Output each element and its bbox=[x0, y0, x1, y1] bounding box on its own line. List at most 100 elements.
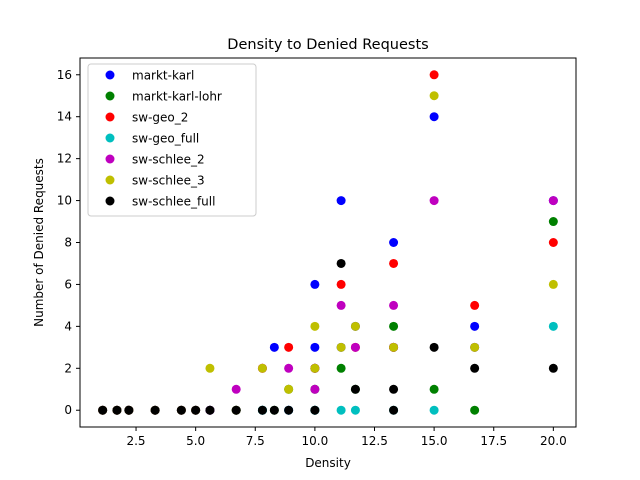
y-tick-label: 16 bbox=[57, 68, 72, 82]
data-point-sw-schlee_3-11 bbox=[310, 363, 320, 373]
data-point-sw-schlee_2-13 bbox=[350, 342, 360, 352]
x-tick-label: 5.0 bbox=[186, 434, 205, 448]
y-tick-label: 8 bbox=[64, 236, 72, 250]
legend-marker-sw-schlee_2 bbox=[105, 154, 115, 164]
legend-label-sw-geo_2: sw-geo_2 bbox=[132, 111, 188, 125]
data-point-sw-schlee_3-12 bbox=[336, 342, 346, 352]
legend: markt-karl markt-karl-lohr sw-geo_2 sw-geo_… bbox=[87, 63, 257, 217]
data-point-sw-schlee_full-11 bbox=[310, 405, 320, 415]
legend-box bbox=[87, 63, 257, 217]
data-point-sw-schlee_full-2 bbox=[124, 405, 134, 415]
y-tick-label: 12 bbox=[57, 152, 72, 166]
data-point-sw-geo_full-12 bbox=[350, 405, 360, 415]
data-point-sw-schlee_3-8 bbox=[257, 363, 267, 373]
data-point-sw-schlee_full-15 bbox=[389, 405, 399, 415]
data-point-sw-schlee_2-12 bbox=[336, 300, 346, 310]
data-point-sw-schlee_3-16 bbox=[470, 342, 480, 352]
data-point-sw-schlee_full-12 bbox=[336, 258, 346, 268]
data-point-sw-schlee_full-13 bbox=[350, 384, 360, 394]
x-tick-label: 20.0 bbox=[540, 434, 567, 448]
data-point-sw-schlee_3-6 bbox=[205, 363, 215, 373]
data-point-sw-schlee_full-9 bbox=[269, 405, 279, 415]
data-point-sw-schlee_full-3 bbox=[150, 405, 160, 415]
y-tick-label: 4 bbox=[64, 319, 72, 333]
data-point-sw-schlee_3-14 bbox=[389, 342, 399, 352]
data-point-sw-schlee_3-15 bbox=[429, 91, 439, 101]
legend-marker-markt-karl bbox=[105, 70, 115, 80]
data-point-sw-schlee_full-16 bbox=[429, 342, 439, 352]
legend-marker-markt-karl-lohr bbox=[105, 91, 115, 101]
data-point-sw-schlee_full-4 bbox=[176, 405, 186, 415]
legend-marker-sw-geo_2 bbox=[105, 112, 115, 122]
legend-label-sw-schlee_full: sw-schlee_full bbox=[132, 195, 215, 209]
data-point-sw-schlee_full-1 bbox=[112, 405, 122, 415]
data-point-sw-schlee_2-7 bbox=[231, 384, 241, 394]
data-point-markt-karl-15 bbox=[336, 196, 346, 206]
data-point-sw-geo_2-9 bbox=[284, 342, 294, 352]
points-layer bbox=[98, 70, 558, 415]
data-point-sw-schlee_2-14 bbox=[389, 300, 399, 310]
data-point-sw-geo_full-11 bbox=[336, 405, 346, 415]
legend-marker-sw-schlee_3 bbox=[105, 175, 115, 185]
legend-label-sw-schlee_3: sw-schlee_3 bbox=[132, 174, 205, 188]
x-axis: 2.5 5.0 7.5 10.0 12.5 15.0 17.5 20.0 bbox=[126, 427, 567, 448]
data-point-sw-schlee_3-13 bbox=[350, 321, 360, 331]
data-point-markt-karl-lohr-20 bbox=[548, 217, 558, 227]
data-point-sw-geo_2-11 bbox=[336, 279, 346, 289]
legend-label-markt-karl-lohr: markt-karl-lohr bbox=[132, 90, 222, 104]
y-tick-label: 0 bbox=[64, 403, 72, 417]
data-point-markt-karl-20 bbox=[429, 112, 439, 122]
x-tick-label: 12.5 bbox=[361, 434, 388, 448]
data-point-sw-schlee_2-9 bbox=[284, 363, 294, 373]
data-point-sw-schlee_full-17 bbox=[470, 363, 480, 373]
data-point-sw-schlee_full-8 bbox=[257, 405, 267, 415]
y-axis-label: Number of Denied Requests bbox=[32, 158, 46, 327]
data-point-sw-schlee_3-10 bbox=[310, 321, 320, 331]
chart-title: Density to Denied Requests bbox=[227, 37, 428, 53]
data-point-markt-karl-18 bbox=[389, 238, 399, 247]
data-point-sw-geo_2-17 bbox=[548, 238, 558, 247]
data-point-sw-geo_2-13 bbox=[389, 258, 399, 268]
data-point-sw-schlee_full-0 bbox=[98, 405, 108, 415]
x-tick-label: 15.0 bbox=[421, 434, 448, 448]
legend-label-sw-geo_full: sw-geo_full bbox=[132, 132, 199, 146]
legend-label-markt-karl: markt-karl bbox=[132, 69, 194, 83]
data-point-sw-schlee_2-18 bbox=[548, 196, 558, 206]
legend-marker-sw-geo_full bbox=[105, 133, 115, 143]
data-point-markt-karl-9 bbox=[269, 342, 279, 352]
data-point-sw-schlee_full-6 bbox=[205, 405, 215, 415]
x-tick-label: 17.5 bbox=[480, 434, 507, 448]
y-tick-label: 2 bbox=[64, 361, 72, 375]
data-point-sw-schlee_full-5 bbox=[191, 405, 201, 415]
data-point-markt-karl-11 bbox=[310, 279, 320, 289]
data-point-sw-geo_2-15 bbox=[429, 70, 439, 80]
y-tick-label: 10 bbox=[57, 194, 72, 208]
data-point-markt-karl-lohr-18 bbox=[429, 384, 439, 394]
data-point-sw-schlee_full-7 bbox=[231, 405, 241, 415]
x-tick-label: 7.5 bbox=[246, 434, 265, 448]
data-point-markt-karl-lohr-16 bbox=[389, 321, 399, 331]
legend-label-sw-schlee_2: sw-schlee_2 bbox=[132, 153, 205, 167]
data-point-sw-schlee_full-14 bbox=[389, 384, 399, 394]
data-point-markt-karl-lohr-14 bbox=[336, 363, 346, 373]
legend-marker-sw-schlee_full bbox=[105, 196, 115, 206]
x-tick-label: 2.5 bbox=[126, 434, 145, 448]
y-tick-label: 14 bbox=[57, 110, 72, 124]
data-point-markt-karl-12 bbox=[310, 342, 320, 352]
x-tick-label: 10.0 bbox=[302, 434, 329, 448]
data-point-sw-schlee_2-16 bbox=[429, 196, 439, 206]
data-point-sw-schlee_3-17 bbox=[548, 279, 558, 289]
data-point-sw-schlee_full-18 bbox=[548, 363, 558, 373]
y-axis: 0 2 4 6 8 10 12 14 16 bbox=[57, 68, 80, 417]
data-point-sw-geo_full-16 bbox=[548, 321, 558, 331]
x-axis-label: Density bbox=[305, 456, 351, 470]
data-point-sw-schlee_full-10 bbox=[284, 405, 294, 415]
data-point-sw-geo_full-14 bbox=[429, 405, 439, 415]
y-tick-label: 6 bbox=[64, 277, 72, 291]
data-point-sw-schlee_2-11 bbox=[310, 384, 320, 394]
data-point-sw-geo_2-16 bbox=[470, 300, 480, 310]
data-point-markt-karl-21 bbox=[470, 321, 480, 331]
data-point-markt-karl-lohr-19 bbox=[470, 405, 480, 415]
data-point-sw-schlee_3-9 bbox=[284, 384, 294, 394]
